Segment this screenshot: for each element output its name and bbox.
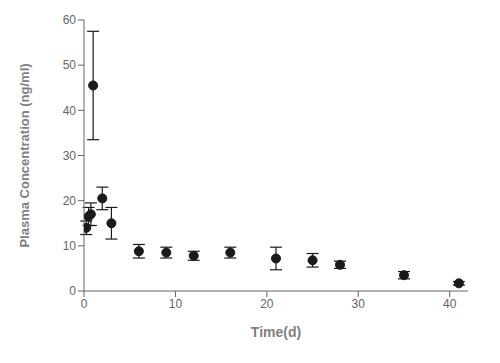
svg-text:50: 50 bbox=[63, 58, 77, 72]
svg-text:30: 30 bbox=[352, 297, 366, 311]
svg-text:0: 0 bbox=[69, 284, 76, 298]
svg-text:Time(d): Time(d) bbox=[251, 324, 301, 340]
svg-text:60: 60 bbox=[63, 13, 77, 27]
svg-text:30: 30 bbox=[63, 149, 77, 163]
svg-text:40: 40 bbox=[63, 104, 77, 118]
svg-text:Plasma Concentration (ng/ml): Plasma Concentration (ng/ml) bbox=[17, 63, 32, 247]
svg-text:10: 10 bbox=[169, 297, 183, 311]
svg-text:20: 20 bbox=[260, 297, 274, 311]
svg-text:10: 10 bbox=[63, 239, 77, 253]
svg-text:0: 0 bbox=[81, 297, 88, 311]
svg-text:20: 20 bbox=[63, 194, 77, 208]
svg-text:40: 40 bbox=[443, 297, 457, 311]
